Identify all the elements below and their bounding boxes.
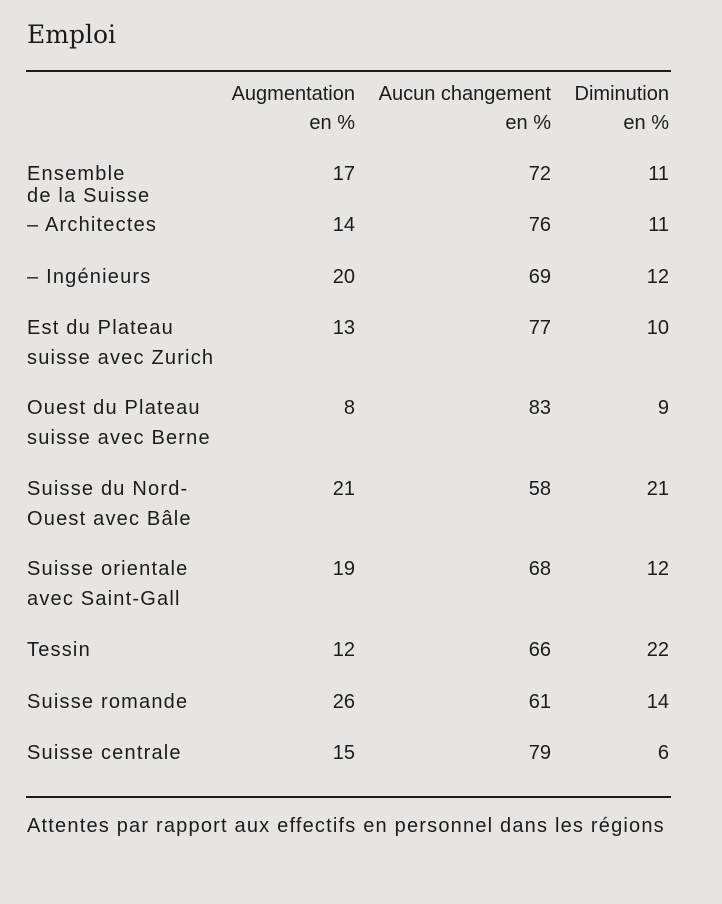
cell-value: 13 (332, 317, 355, 339)
table-title: Emploi (27, 20, 117, 49)
cell-value: 79 (528, 742, 551, 764)
row-label: Tessin (27, 639, 91, 661)
cell-value: 19 (332, 558, 355, 580)
row-label: Suisse centrale (27, 742, 182, 764)
cell-value: 12 (646, 558, 669, 580)
cell-value: 12 (332, 639, 355, 661)
row-label: – Architectes (27, 214, 158, 236)
row-label: Ouest du Plateau suisse avec Berne (27, 397, 211, 449)
column-header-diminution: Diminution en % (575, 80, 669, 138)
cell-value: 17 (332, 163, 355, 185)
column-header-augmentation: Augmentation en % (232, 80, 355, 138)
cell-value: 77 (528, 317, 551, 339)
cell-value: 76 (528, 214, 551, 236)
footnote: Attentes par rapport aux effectifs en pe… (27, 815, 665, 837)
cell-value: 66 (528, 639, 551, 661)
top-rule (26, 70, 671, 72)
cell-value: 83 (528, 397, 551, 419)
bottom-rule (26, 796, 671, 798)
cell-value: 68 (528, 558, 551, 580)
row-label: Ensemble de la Suisse (27, 163, 151, 207)
cell-value: 14 (646, 691, 669, 713)
cell-value: 22 (646, 639, 669, 661)
cell-value: 21 (332, 478, 355, 500)
row-label: – Ingénieurs (27, 266, 152, 288)
cell-value: 72 (528, 163, 551, 185)
column-unit: en % (623, 112, 669, 134)
cell-value: 14 (332, 214, 355, 236)
column-header-aucun-changement: Aucun changement en % (379, 80, 551, 138)
cell-value: 10 (646, 317, 669, 339)
row-label: Suisse du Nord- Ouest avec Bâle (27, 478, 192, 530)
row-label: Suisse romande (27, 691, 189, 713)
cell-value: 69 (528, 266, 551, 288)
cell-value: 8 (343, 397, 355, 419)
cell-value: 58 (528, 478, 551, 500)
cell-value: 11 (648, 163, 669, 185)
column-label: Augmentation (231, 83, 355, 105)
row-label: Est du Plateau suisse avec Zurich (27, 317, 215, 369)
row-label: Suisse orientale avec Saint-Gall (27, 558, 189, 610)
column-label: Aucun changement (378, 83, 551, 105)
cell-value: 61 (528, 691, 551, 713)
cell-value: 11 (648, 214, 669, 236)
column-label: Diminution (574, 83, 669, 105)
cell-value: 20 (332, 266, 355, 288)
column-unit: en % (309, 112, 355, 134)
cell-value: 6 (657, 742, 669, 764)
cell-value: 9 (657, 397, 669, 419)
cell-value: 15 (332, 742, 355, 764)
column-unit: en % (505, 112, 551, 134)
cell-value: 21 (646, 478, 669, 500)
cell-value: 12 (646, 266, 669, 288)
cell-value: 26 (332, 691, 355, 713)
